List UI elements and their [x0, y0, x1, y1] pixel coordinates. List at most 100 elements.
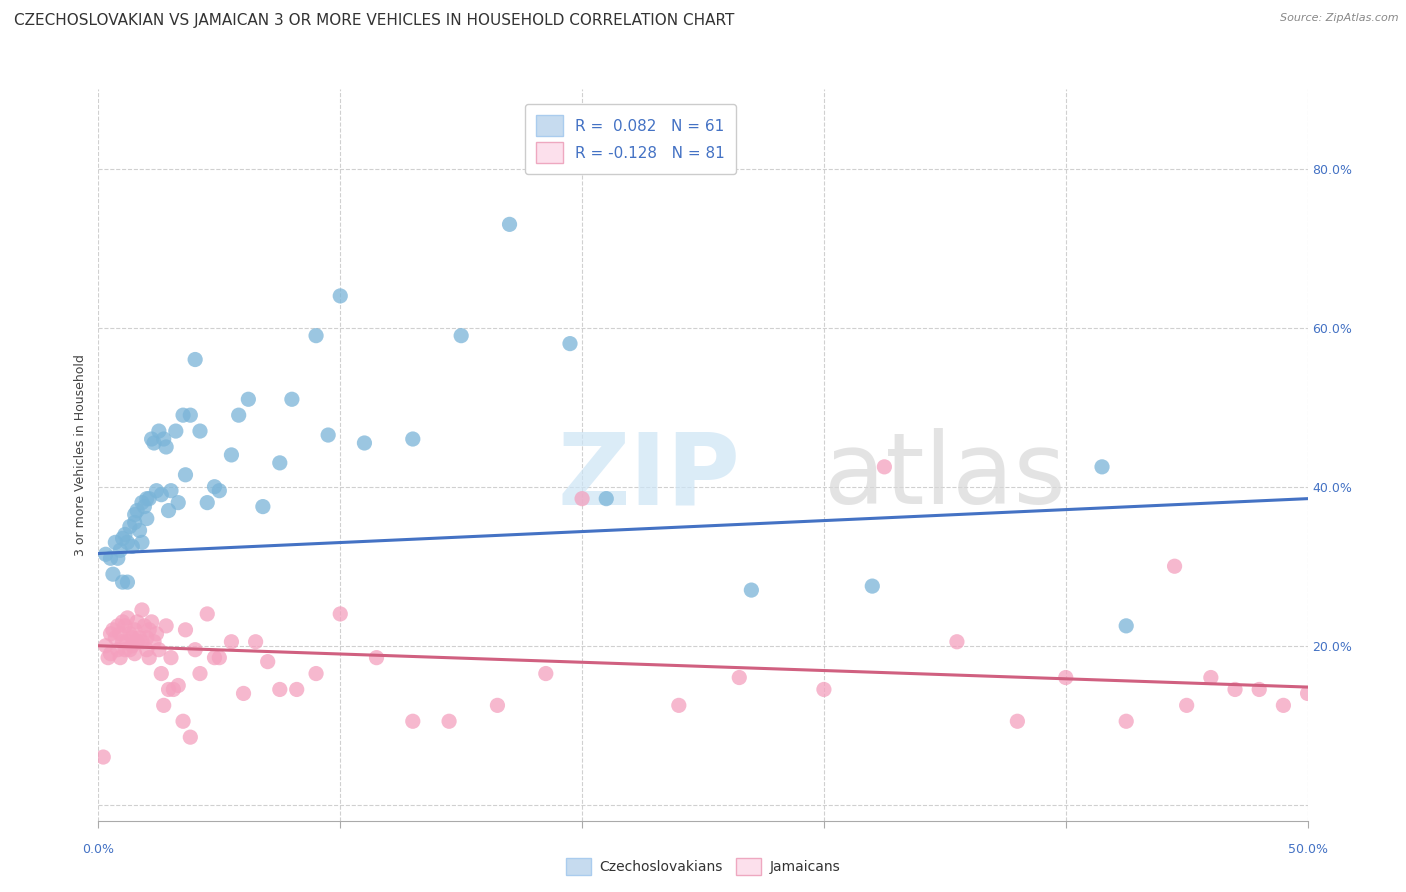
Point: [124, 516, 146, 530]
Point: [238, 392, 260, 407]
Point: [145, 483, 167, 498]
Text: ZIP: ZIP: [558, 428, 741, 525]
Point: [100, 627, 122, 641]
Point: [498, 218, 520, 232]
Point: [138, 623, 160, 637]
Point: [135, 511, 157, 525]
Point: [131, 495, 153, 509]
Point: [108, 627, 131, 641]
Point: [100, 551, 122, 566]
Point: [740, 583, 762, 598]
Point: [107, 642, 129, 657]
Point: [167, 678, 190, 692]
Point: [101, 567, 124, 582]
Point: [127, 503, 149, 517]
Point: [94, 639, 117, 653]
Point: [121, 631, 143, 645]
Point: [450, 328, 472, 343]
Point: [104, 535, 127, 549]
Point: [160, 483, 183, 498]
Point: [366, 650, 388, 665]
Point: [172, 714, 194, 729]
Point: [1249, 682, 1271, 697]
Point: [131, 634, 153, 648]
Point: [402, 714, 425, 729]
Point: [118, 519, 141, 533]
Point: [124, 508, 146, 522]
Point: [1296, 686, 1319, 700]
Point: [138, 491, 160, 506]
Point: [118, 627, 141, 641]
Point: [131, 603, 153, 617]
Text: atlas: atlas: [824, 428, 1066, 525]
Point: [204, 480, 226, 494]
Point: [97, 650, 120, 665]
Point: [143, 634, 166, 648]
Point: [174, 623, 197, 637]
Point: [245, 634, 267, 648]
Point: [353, 436, 375, 450]
Point: [124, 647, 146, 661]
Point: [188, 424, 211, 438]
Point: [117, 611, 139, 625]
Point: [1115, 714, 1137, 729]
Point: [595, 491, 617, 506]
Point: [232, 686, 254, 700]
Point: [128, 524, 150, 538]
Point: [155, 440, 177, 454]
Point: [107, 551, 129, 566]
Point: [305, 328, 328, 343]
Point: [162, 682, 184, 697]
Point: [329, 607, 352, 621]
Point: [91, 750, 114, 764]
Point: [165, 424, 187, 438]
Text: Source: ZipAtlas.com: Source: ZipAtlas.com: [1281, 13, 1399, 23]
Point: [117, 535, 139, 549]
Point: [1007, 714, 1029, 729]
Point: [111, 615, 134, 629]
Point: [134, 619, 156, 633]
Point: [138, 650, 160, 665]
Point: [228, 408, 250, 422]
Point: [184, 642, 207, 657]
Point: [141, 432, 163, 446]
Legend: R =  0.082   N = 61, R = -0.128   N = 81: R = 0.082 N = 61, R = -0.128 N = 81: [524, 104, 735, 174]
Point: [135, 631, 157, 645]
Point: [208, 650, 231, 665]
Point: [108, 543, 131, 558]
Point: [204, 650, 226, 665]
Point: [179, 408, 201, 422]
Point: [1163, 559, 1185, 574]
Text: 50.0%: 50.0%: [1288, 843, 1327, 856]
Point: [174, 467, 197, 482]
Point: [195, 495, 218, 509]
Point: [195, 607, 218, 621]
Point: [329, 289, 352, 303]
Point: [188, 666, 211, 681]
Point: [269, 456, 291, 470]
Point: [179, 730, 201, 744]
Point: [402, 432, 425, 446]
Point: [152, 432, 174, 446]
Point: [108, 650, 131, 665]
Point: [135, 642, 157, 657]
Point: [148, 642, 170, 657]
Point: [668, 698, 690, 713]
Point: [150, 666, 173, 681]
Point: [167, 495, 190, 509]
Point: [285, 682, 308, 697]
Point: [117, 634, 139, 648]
Point: [1175, 698, 1198, 713]
Point: [111, 575, 134, 590]
Point: [1199, 671, 1222, 685]
Point: [114, 619, 136, 633]
Point: [1115, 619, 1137, 633]
Point: [114, 527, 136, 541]
Text: 0.0%: 0.0%: [83, 843, 114, 856]
Point: [145, 627, 167, 641]
Point: [121, 639, 143, 653]
Point: [281, 392, 304, 407]
Point: [221, 448, 243, 462]
Y-axis label: 3 or more Vehicles in Household: 3 or more Vehicles in Household: [75, 354, 87, 556]
Point: [127, 634, 149, 648]
